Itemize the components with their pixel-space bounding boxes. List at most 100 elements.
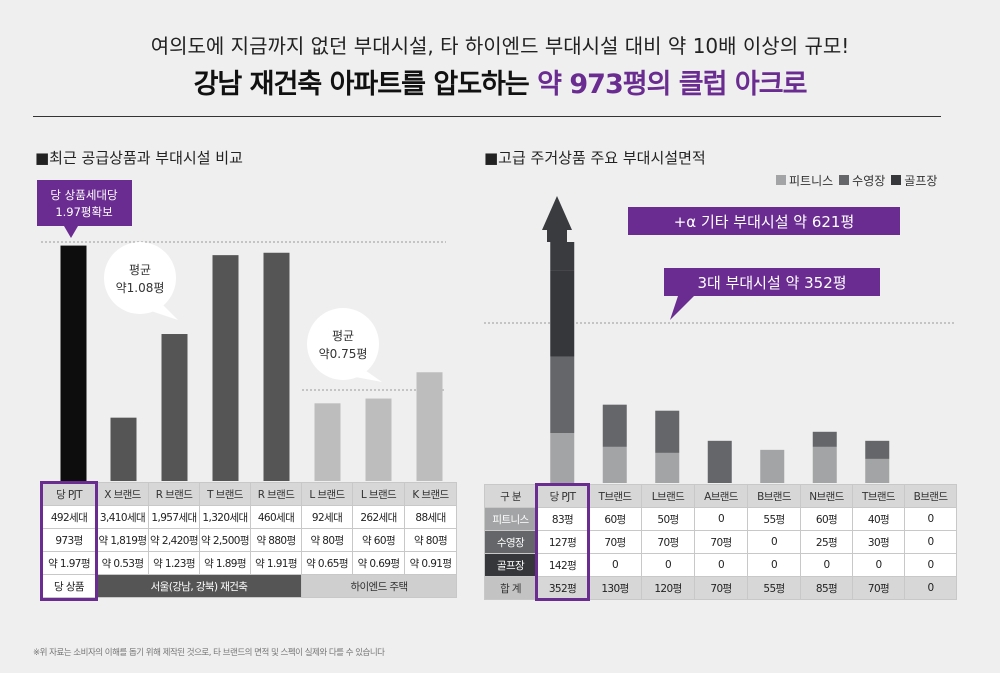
table-cell: 92세대 <box>301 505 353 529</box>
left-bar-chart <box>41 241 446 481</box>
main-callout: 당 상품세대당 1.97평확보 <box>37 180 132 238</box>
table-cell: R 브랜드 <box>148 482 200 506</box>
avg-bubble-2: 평균 약0.75평 <box>307 308 382 382</box>
legend-pool-swatch <box>839 175 850 185</box>
table-cell: T 브랜드 <box>199 482 251 506</box>
table-cell: L 브랜드 <box>352 482 405 506</box>
table-cell: 약 1,819평 <box>96 528 149 552</box>
headline-main-highlight: 약 973평의 클럽 아크로 <box>537 69 807 100</box>
main-callout-pointer <box>64 226 78 238</box>
table-cell: 약 2,420평 <box>148 528 200 552</box>
avg-bubble-1: 평균 약1.08평 <box>104 242 178 320</box>
stack-0-2 <box>550 270 575 357</box>
bar-4 <box>263 252 290 481</box>
table-row: 수영장 127평 70평 70평 70평 0 25평 30평 0 <box>484 530 957 554</box>
table-cell: 0 <box>694 553 748 577</box>
table-cell: 약 0.53평 <box>96 551 149 575</box>
table-cell: 0 <box>904 576 957 600</box>
table-cell-group: 서울(강남, 강북) 재건축 <box>96 574 302 598</box>
table-cell: 3,410세대 <box>96 505 149 529</box>
table-cell: 1,320세대 <box>199 505 251 529</box>
table-cell: 0 <box>852 553 905 577</box>
table-cell: 합 계 <box>484 576 537 600</box>
table-cell: 127평 <box>536 530 589 554</box>
table-cell: 55평 <box>747 576 801 600</box>
box-top-text: +α 기타 부대시설 약 621평 <box>674 213 855 231</box>
main-callout-line2: 1.97평확보 <box>55 205 112 219</box>
box-mid-text: 3대 부대시설 약 352평 <box>697 274 846 292</box>
table-cell: 당 상품 <box>41 574 97 598</box>
bar-1 <box>110 417 137 481</box>
table-cell: 수영장 <box>484 530 537 554</box>
legend: 피트니스 수영장 골프장 <box>776 172 937 189</box>
main-callout-line1: 당 상품세대당 <box>50 188 118 202</box>
table-cell: 0 <box>904 530 957 554</box>
table-cell: 약 0.91평 <box>404 551 457 575</box>
avg-bubble-1-tail <box>148 302 178 320</box>
pjt-arrow-head <box>542 196 572 242</box>
footnote: ※위 자료는 소비자의 이해를 돕기 위해 제작된 것으로, 타 브랜드의 면적… <box>33 648 385 658</box>
table-cell: 460세대 <box>250 505 302 529</box>
table-cell: 120평 <box>641 576 695 600</box>
table-cell: 당 PJT <box>536 484 589 508</box>
table-cell: 60평 <box>588 507 642 531</box>
headline-main: 강남 재건축 아파트를 압도하는 약 973평의 클럽 아크로 <box>0 62 1000 101</box>
table-cell: 0 <box>588 553 642 577</box>
table-cell: 0 <box>747 553 801 577</box>
bar-5 <box>314 403 341 481</box>
table-cell: 0 <box>904 553 957 577</box>
table-cell: 30평 <box>852 530 905 554</box>
table-cell: 40평 <box>852 507 905 531</box>
table-cell: L브랜드 <box>641 484 695 508</box>
table-cell: 약 60평 <box>352 528 405 552</box>
table-cell: 0 <box>747 530 801 554</box>
table-cell: B브랜드 <box>747 484 801 508</box>
table-cell: 약 1.97평 <box>41 551 97 575</box>
table-cell: 262세대 <box>352 505 405 529</box>
table-cell: 60평 <box>800 507 853 531</box>
table-row: 피트니스 83평 60평 50평 0 55평 60평 40평 0 <box>484 507 957 531</box>
legend-pool-label: 수영장 <box>852 174 886 188</box>
stack-5-0 <box>812 446 837 483</box>
table-cell: 70평 <box>694 530 748 554</box>
table-cell: 0 <box>641 553 695 577</box>
table-cell: R 브랜드 <box>250 482 302 506</box>
avg-bubble-1-circle <box>104 242 176 314</box>
table-cell: 130평 <box>588 576 642 600</box>
stack-5-1 <box>812 431 837 447</box>
table-cell: X 브랜드 <box>96 482 149 506</box>
table-cell: L 브랜드 <box>301 482 353 506</box>
table-cell: 70평 <box>852 576 905 600</box>
bar-7 <box>416 372 443 481</box>
table-row: 약 1.97평 약 0.53평 약 1.23평 약 1.89평 약 1.91평 … <box>41 551 457 575</box>
box-mid-pointer <box>670 296 694 320</box>
main-callout-box <box>37 180 132 226</box>
table-cell: 약 1.89평 <box>199 551 251 575</box>
right-section-title: ■고급 주거상품 주요 부대시설면적 <box>484 149 706 167</box>
table-cell: 142평 <box>536 553 589 577</box>
stack-2-1 <box>655 410 680 453</box>
box-mid: 3대 부대시설 약 352평 <box>664 268 880 320</box>
table-row: 973평 약 1,819평 약 2,420평 약 2,500평 약 880평 약… <box>41 528 457 552</box>
avg-bubble-2-tail <box>350 368 382 382</box>
legend-fitness-label: 피트니스 <box>789 174 834 188</box>
table-cell: 70평 <box>588 530 642 554</box>
table-cell: 피트니스 <box>484 507 537 531</box>
legend-fitness: 피트니스 <box>776 172 833 189</box>
avg-bubble-2-line2: 약0.75평 <box>319 346 368 361</box>
table-row: 당 PJT X 브랜드 R 브랜드 T 브랜드 R 브랜드 L 브랜드 L 브랜… <box>41 482 457 506</box>
table-cell: 85평 <box>800 576 853 600</box>
left-comparison-table: 당 PJT X 브랜드 R 브랜드 T 브랜드 R 브랜드 L 브랜드 L 브랜… <box>41 482 457 598</box>
legend-golf-label: 골프장 <box>904 174 938 188</box>
legend-golf: 골프장 <box>891 172 937 189</box>
right-stacked-chart <box>484 196 956 483</box>
table-cell: N브랜드 <box>800 484 853 508</box>
table-cell: 88세대 <box>404 505 457 529</box>
table-row: 당 상품 서울(강남, 강북) 재건축 하이엔드 주택 <box>41 574 457 598</box>
table-cell: 70평 <box>641 530 695 554</box>
legend-pool: 수영장 <box>839 172 885 189</box>
table-cell: T브랜드 <box>852 484 905 508</box>
table-cell: 골프장 <box>484 553 537 577</box>
avg-bubble-2-circle <box>307 308 379 380</box>
